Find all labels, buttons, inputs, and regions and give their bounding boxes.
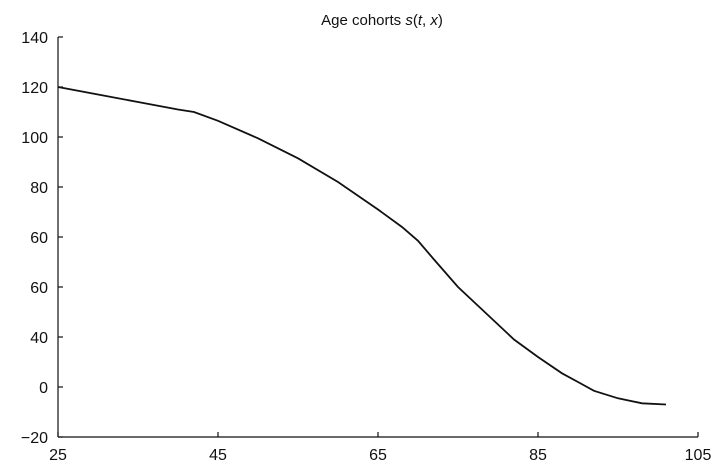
series-line (57, 86, 667, 406)
x-tick-label: 105 (685, 447, 712, 464)
y-tick-label: 80 (30, 180, 48, 197)
y-tick-label: 60 (30, 280, 48, 297)
title-paren-close: ) (438, 12, 443, 29)
chart-title-prefix: Age cohorts (321, 12, 405, 29)
y-tick-label: 0 (39, 380, 48, 397)
title-var-t: t (418, 12, 423, 29)
y-tick-label: 60 (30, 230, 48, 247)
x-tick-label: 85 (529, 447, 547, 464)
title-var-s: s (405, 12, 413, 29)
title-comma: , (422, 12, 430, 29)
y-tick-label: −20 (21, 430, 48, 447)
y-tick-label: 100 (21, 130, 48, 147)
x-tick-label: 25 (49, 447, 67, 464)
series-group (57, 86, 667, 406)
x-tick-label: 65 (369, 447, 387, 464)
axes (57, 37, 698, 438)
x-tick-label: 45 (209, 447, 227, 464)
title-paren-open: ( (413, 12, 418, 29)
y-tick-label: 140 (21, 30, 48, 47)
title-var-x: x (429, 12, 438, 29)
chart-title: Age cohorts s(t, x) (321, 12, 443, 29)
y-tick-label: 40 (30, 330, 48, 347)
y-tick-label: 120 (21, 80, 48, 97)
